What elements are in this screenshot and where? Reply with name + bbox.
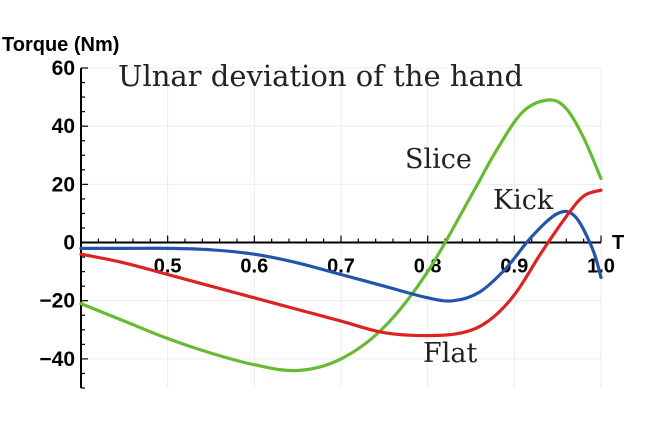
y-axis-title: Torque (Nm) <box>2 34 119 56</box>
series <box>79 98 603 373</box>
y-tick-label: −40 <box>39 348 75 371</box>
x-axis-title: T <box>612 232 624 254</box>
series-line-slice <box>79 98 603 373</box>
y-tick-label: −20 <box>39 290 75 313</box>
series-label-flat: Flat <box>423 338 477 369</box>
x-tick-label: 0.6 <box>240 256 268 278</box>
x-tick-label: 1.0 <box>587 256 615 278</box>
series-label-slice: Slice <box>405 144 472 175</box>
y-tick-label: 20 <box>52 173 75 196</box>
y-tick-label: 40 <box>52 115 75 138</box>
series-line-kick <box>79 209 603 303</box>
chart-title: Ulnar deviation of the hand <box>118 59 523 93</box>
series-line-flat <box>79 188 603 338</box>
x-tick-label: 0.9 <box>500 256 528 278</box>
y-tick-label: 0 <box>63 232 75 255</box>
series-label-kick: Kick <box>493 185 554 216</box>
grid <box>81 67 602 388</box>
y-tick-label: 60 <box>52 57 75 80</box>
